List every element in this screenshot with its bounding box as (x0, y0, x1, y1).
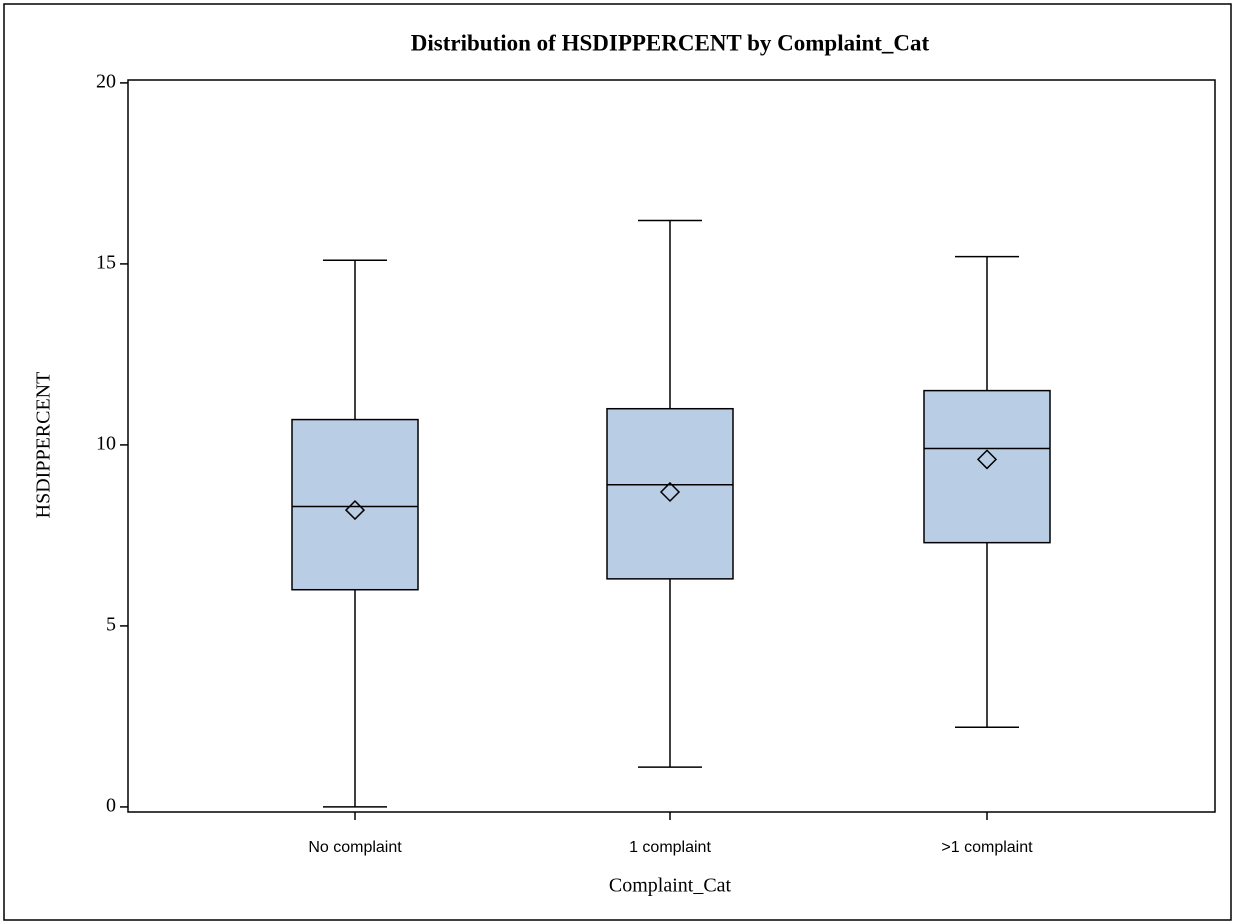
y-tick-label: 10 (96, 433, 116, 455)
mean-marker (659, 481, 681, 503)
x-tick-label: No complaint (308, 839, 402, 856)
x-tick-label: 1 complaint (629, 839, 711, 856)
mean-marker (344, 500, 366, 521)
y-axis-label: HSDIPPERCENT (33, 372, 55, 519)
box (291, 418, 419, 591)
x-axis-label: Complaint_Cat (609, 875, 732, 897)
chart-title: Distribution of HSDIPPERCENT by Complain… (411, 30, 930, 55)
x-tick-label: >1 complaint (941, 839, 1033, 856)
box (606, 407, 734, 580)
y-tick-label: 5 (106, 614, 116, 636)
box (923, 389, 1051, 544)
y-tick-label: 0 (106, 795, 116, 817)
y-tick-label: 20 (96, 70, 116, 92)
y-tick-label: 15 (96, 251, 116, 273)
plot-frame (127, 79, 1216, 813)
outer-border (3, 3, 1232, 921)
mean-marker (976, 449, 998, 470)
